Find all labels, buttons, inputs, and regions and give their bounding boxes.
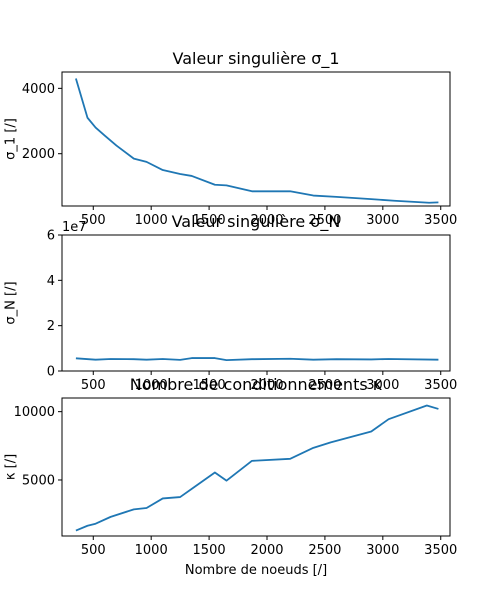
sigmaN-ytick-label-0: 0: [47, 365, 55, 380]
sigmaN-xtick-label-5: 3000: [366, 378, 399, 393]
kappa-axes-frame: [61, 397, 451, 537]
sigma1-ytick-label-1: 4000: [22, 82, 55, 97]
kappa-ytick-label-0: 5000: [22, 473, 55, 488]
kappa-xtick-label-2: 1500: [193, 543, 226, 558]
sigmaN-xtick-label-4: 2500: [308, 378, 341, 393]
kappa-xtick-label-0: 500: [81, 543, 106, 558]
kappa-y-axis-label: κ [/]: [4, 454, 19, 480]
kappa-xtick-label-3: 2000: [250, 543, 283, 558]
sigmaN-chart-title: Valeur singulière σ_N: [172, 212, 341, 232]
sigmaN-y-axis-label: σ_N [/]: [4, 281, 19, 324]
sigmaN-xtick-label-3: 2000: [250, 378, 283, 393]
sigma1-y-axis-label: σ_1 [/]: [4, 118, 19, 160]
sigma1-xtick-label-2: 1500: [193, 213, 226, 228]
sigmaN-axes-frame: [61, 234, 451, 372]
kappa-xtick-label-1: 1000: [135, 543, 168, 558]
kappa-chart-title: Nombre de conditionnements κ: [130, 375, 383, 394]
sigma1-xtick-label-5: 3000: [366, 213, 399, 228]
sigma1-axes-frame: [61, 71, 451, 207]
sigmaN-ytick-label-1: 2: [47, 319, 55, 334]
sigma1-xtick-label-0: 500: [81, 213, 106, 228]
sigmaN-xtick-label-1: 1000: [135, 378, 168, 393]
sigmaN-xtick-label-0: 500: [81, 378, 106, 393]
sigma1-ytick-label-0: 2000: [22, 147, 55, 162]
sigmaN-axis-offset-label: 1e7: [62, 220, 87, 235]
sigma1-chart-title: Valeur singulière σ_1: [172, 49, 339, 69]
kappa-x-axis-label: Nombre de noeuds [/]: [185, 563, 327, 578]
sigma1-series-line-0: [75, 78, 439, 204]
sigma1-xtick-label-4: 2500: [308, 213, 341, 228]
sigmaN-xtick-label-2: 1500: [193, 378, 226, 393]
kappa-series-line-0: [75, 404, 439, 532]
sigmaN-series-line-0: [75, 357, 439, 362]
kappa-xtick-label-5: 3000: [366, 543, 399, 558]
sigmaN-ytick-label-3: 6: [47, 229, 55, 244]
kappa-xtick-label-6: 3500: [424, 543, 457, 558]
kappa-ytick-label-1: 10000: [14, 405, 55, 420]
kappa-xtick-label-4: 2500: [308, 543, 341, 558]
sigma1-xtick-label-1: 1000: [135, 213, 168, 228]
sigma1-xtick-label-6: 3500: [424, 213, 457, 228]
sigmaN-xtick-label-6: 3500: [424, 378, 457, 393]
sigma1-xtick-label-3: 2000: [250, 213, 283, 228]
sigmaN-ytick-label-2: 4: [47, 274, 55, 289]
